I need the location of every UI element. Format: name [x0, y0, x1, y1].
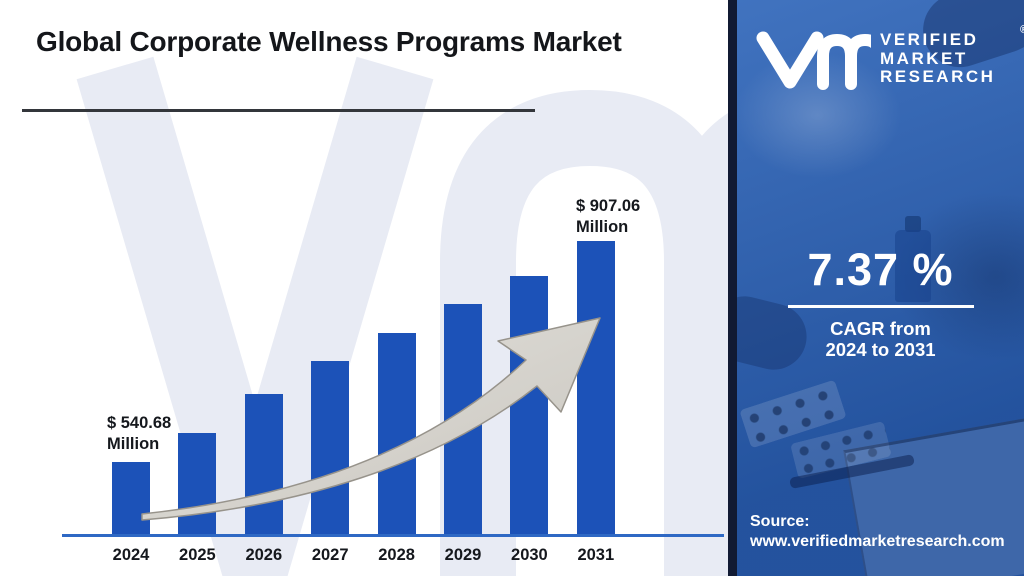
cagr-divider [787, 305, 974, 308]
x-axis-line [62, 534, 724, 537]
bar-2026 [244, 394, 283, 536]
title-underline [22, 109, 535, 112]
sidebar-left-border [728, 0, 737, 576]
brand-name: VERIFIED MARKET RESEARCH [880, 30, 996, 87]
cagr-caption-line-2: 2024 to 2031 [825, 338, 936, 360]
sidebar-photo-decoration [737, 0, 1024, 576]
value-label-2031: $ 907.06 Million [576, 196, 640, 238]
vmr-logo: VERIFIED MARKET RESEARCH ® [746, 24, 1024, 94]
cagr-caption: CAGR from 2024 to 2031 [737, 318, 1024, 360]
source-block: Source: www.verifiedmarketresearch.com [750, 512, 1005, 552]
value-label-2031-amount: $ 907.06 [576, 197, 641, 215]
sidebar-background [737, 0, 1024, 576]
watermark-letter-v [76, 56, 434, 576]
bar-2024 [112, 462, 150, 536]
source-url-link[interactable]: www.verifiedmarketresearch.com [750, 533, 1005, 550]
x-axis-label-2025: 2025 [179, 546, 216, 564]
bar-2028 [377, 333, 416, 536]
value-label-2024-unit: Million [107, 435, 160, 453]
x-axis-label-2028: 2028 [378, 546, 415, 564]
x-axis-label-2029: 2029 [444, 546, 482, 564]
x-axis-label-2030: 2030 [511, 546, 548, 564]
brand-line-2: MARKET [880, 48, 968, 68]
cagr-caption-line-1: CAGR from [830, 317, 931, 339]
x-axis-label-2031: 2031 [577, 546, 615, 564]
value-label-2024-amount: $ 540.68 [107, 414, 172, 432]
bar-2031 [576, 241, 615, 536]
bottle-cap-photo-shape [905, 216, 921, 232]
bottle-photo-shape [895, 230, 931, 302]
bar-2025 [178, 433, 217, 536]
bar-2030 [510, 276, 549, 536]
x-axis-label-2027: 2027 [311, 546, 349, 564]
brand-line-3: RESEARCH [880, 67, 996, 86]
page-title: Global Corporate Wellness Programs Marke… [36, 26, 622, 57]
source-label: Source: [750, 513, 810, 530]
value-label-2031-unit: Million [576, 218, 629, 236]
value-label-2024: $ 540.68 Million [107, 413, 171, 455]
cagr-block: 7.37 % CAGR from 2024 to 2031 [737, 244, 1024, 360]
x-axis-label-2026: 2026 [245, 546, 283, 564]
bar-2027 [311, 361, 350, 536]
brand-line-1: VERIFIED [880, 30, 979, 49]
cagr-value: 7.37 % [807, 244, 954, 295]
x-axis-label-2024: 2024 [112, 546, 150, 564]
sidebar: VERIFIED MARKET RESEARCH ® 7.37 % CAGR f… [728, 0, 1024, 576]
vmr-logo-icon [756, 31, 871, 90]
registered-trademark-icon: ® [1020, 24, 1024, 36]
